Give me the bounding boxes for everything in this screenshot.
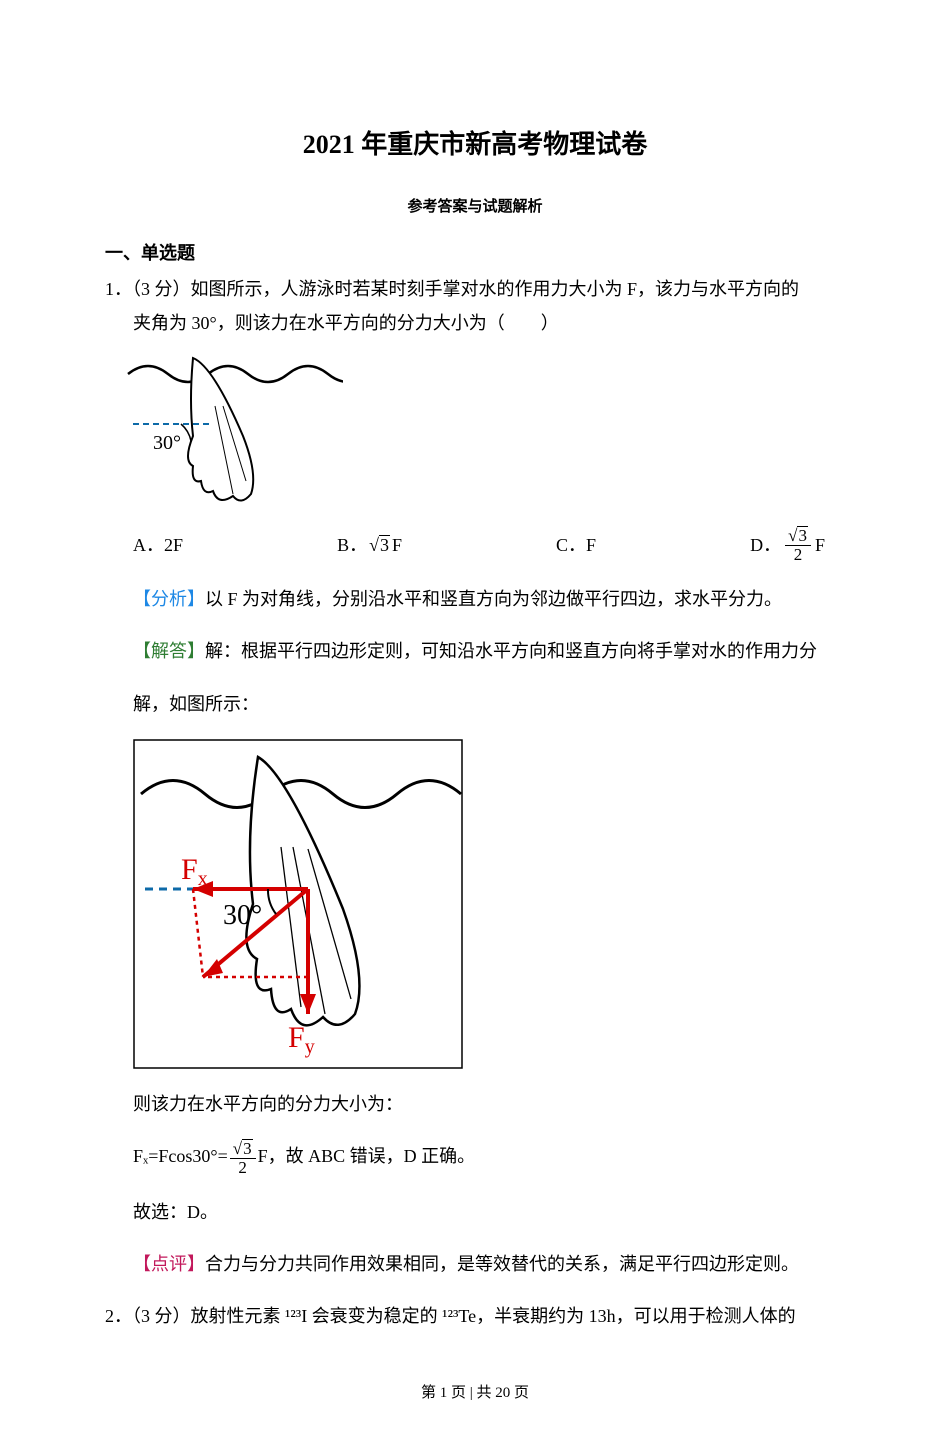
- section-heading: 一、单选题: [105, 236, 845, 270]
- review-tag: 【点评】: [133, 1254, 205, 1274]
- q1-fig2-svg: Fx 30° Fy: [133, 739, 463, 1069]
- option-c: C．F: [556, 528, 596, 562]
- q1-body3: 则该力在水平方向的分力大小为：: [105, 1087, 845, 1121]
- option-b: B． √3F: [337, 528, 402, 562]
- q1-line2: 夹角为 30°，则该力在水平方向的分力大小为（ ）: [105, 306, 845, 340]
- option-a: A．2F: [133, 528, 183, 562]
- q2-line1: 2．（3 分）放射性元素 ¹²³I 会衰变为稳定的 ¹²³Te，半衰期约为 13…: [105, 1299, 845, 1333]
- angle-label-2: 30°: [223, 900, 262, 931]
- page-title: 2021 年重庆市新高考物理试卷: [105, 120, 845, 169]
- q1-fig1-svg: 30°: [123, 346, 343, 516]
- q1-figure-2: Fx 30° Fy: [133, 739, 845, 1069]
- page-subtitle: 参考答案与试题解析: [105, 193, 845, 222]
- q1-equation: Fₓ=Fcos30°= √3 2 F，故 ABC 错误，D 正确。: [105, 1139, 845, 1177]
- q1-choose: 故选：D。: [105, 1195, 845, 1229]
- q1-solve-1: 【解答】解：根据平行四边形定则，可知沿水平方向和竖直方向将手掌对水的作用力分: [105, 634, 845, 668]
- option-d: D． √3 2 F: [750, 526, 825, 564]
- q1-review: 【点评】合力与分力共同作用效果相同，是等效替代的关系，满足平行四边形定则。: [105, 1247, 845, 1281]
- page-footer: 第 1 页 | 共 20 页: [105, 1379, 845, 1408]
- q1-analysis: 【分析】以 F 为对角线，分别沿水平和竖直方向为邻边做平行四边，求水平分力。: [105, 582, 845, 616]
- q1-options: A．2F B． √3F C．F D． √3 2 F: [105, 526, 845, 564]
- q1-solve-2: 解，如图所示：: [105, 687, 845, 721]
- solve-tag: 【解答】: [133, 641, 205, 661]
- q1-line1: 1．（3 分）如图所示，人游泳时若某时刻手掌对水的作用力大小为 F，该力与水平方…: [105, 272, 845, 306]
- q1-figure-1: 30°: [123, 346, 845, 516]
- analysis-tag: 【分析】: [133, 589, 205, 609]
- exam-page: 2021 年重庆市新高考物理试卷 参考答案与试题解析 一、单选题 1．（3 分）…: [0, 0, 950, 1448]
- angle-label: 30°: [153, 432, 181, 454]
